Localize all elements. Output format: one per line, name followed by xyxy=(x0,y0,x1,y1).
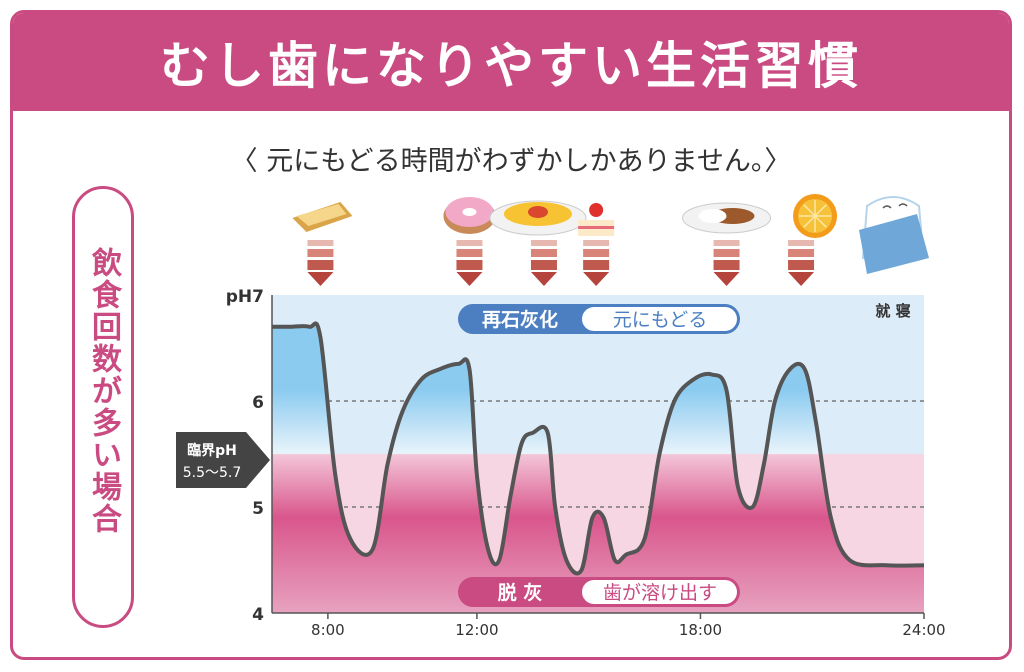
remineralization-title: 再石灰化 xyxy=(482,308,558,331)
x-tick-label: 18:00 xyxy=(679,621,722,639)
y-tick-label: 5 xyxy=(252,499,264,519)
bedtime-label: 就 寝 xyxy=(875,302,910,320)
demineralization-pill: 脱 灰 歯が溶け出す xyxy=(458,577,740,607)
page-title: むし歯になりやすい生活習慣 xyxy=(13,13,1009,111)
subtitle: 〈 元にもどる時間がわずかしかありません。〉 xyxy=(230,146,792,177)
remineralization-text: 元にもどる xyxy=(613,309,708,331)
critical-ph-label-line1: 臨界pH xyxy=(187,442,237,459)
side-label-pill: 飲食回数が多い場合 xyxy=(72,186,134,628)
sleeping-tooth-icon xyxy=(859,196,929,274)
y-tick-label: pH7 xyxy=(226,287,264,307)
curve-fill xyxy=(272,323,924,613)
curry-rice-icon xyxy=(682,202,772,234)
x-tick-label: 8:00 xyxy=(311,621,345,639)
demineralization-title: 脱 灰 xyxy=(498,581,543,604)
remineralization-pill: 再石灰化 元にもどる xyxy=(458,304,740,334)
y-tick-label: 4 xyxy=(252,605,264,625)
demineralization-text: 歯が溶け出す xyxy=(603,582,717,604)
eating-arrow xyxy=(530,240,557,286)
eating-arrow xyxy=(788,240,815,286)
eating-arrow xyxy=(713,240,740,286)
eating-arrow xyxy=(456,240,483,286)
eating-arrow xyxy=(307,240,334,286)
x-tick-label: 12:00 xyxy=(455,621,498,639)
side-label: 飲食回数が多い場合 xyxy=(86,247,121,535)
eating-arrow xyxy=(583,240,610,286)
donut-icon xyxy=(443,197,496,234)
strawberry-cake-icon xyxy=(578,203,615,236)
toast-icon xyxy=(292,202,353,232)
orange-icon xyxy=(793,194,838,238)
omelet-rice-icon xyxy=(489,200,587,236)
y-tick-label: 6 xyxy=(252,393,264,413)
critical-ph-label-line2: 5.5〜5.7 xyxy=(183,465,242,481)
critical-ph-label: 臨界pH 5.5〜5.7 xyxy=(176,432,270,488)
ph-curve xyxy=(272,321,924,576)
x-tick-label: 24:00 xyxy=(902,621,945,639)
